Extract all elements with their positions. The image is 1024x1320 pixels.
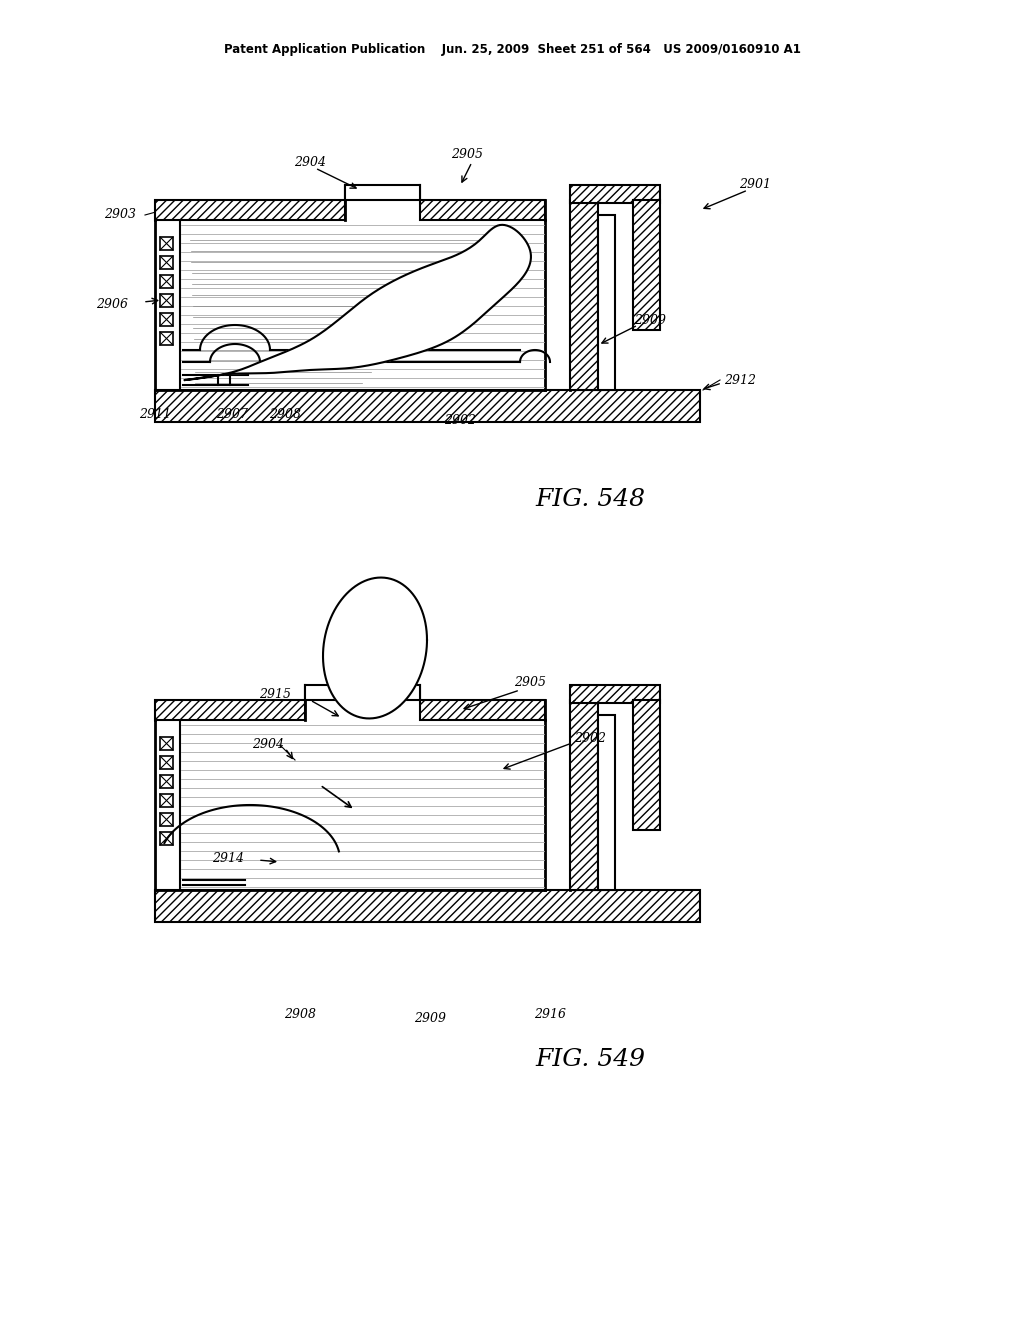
Text: 2912: 2912: [724, 374, 756, 387]
Bar: [155, 700, 305, 719]
Text: 2916: 2916: [534, 1008, 566, 1022]
Polygon shape: [323, 578, 427, 718]
Bar: [420, 700, 545, 719]
Text: 2914: 2914: [212, 851, 244, 865]
Bar: [155, 700, 305, 719]
Bar: [570, 685, 660, 704]
Bar: [160, 275, 173, 288]
Bar: [570, 685, 660, 704]
Text: 2906: 2906: [96, 298, 128, 312]
Text: 2902: 2902: [574, 731, 606, 744]
Bar: [160, 256, 173, 269]
Bar: [598, 715, 615, 890]
Bar: [305, 685, 420, 700]
Bar: [160, 737, 173, 750]
Text: 2905: 2905: [514, 676, 546, 689]
Text: Patent Application Publication    Jun. 25, 2009  Sheet 251 of 564   US 2009/0160: Patent Application Publication Jun. 25, …: [223, 44, 801, 57]
Bar: [160, 238, 173, 249]
Bar: [160, 775, 173, 788]
Text: 2909: 2909: [414, 1011, 446, 1024]
Bar: [633, 201, 660, 330]
Bar: [570, 700, 598, 890]
Bar: [345, 185, 420, 201]
Text: 2909: 2909: [634, 314, 666, 326]
Text: FIG. 549: FIG. 549: [535, 1048, 645, 1072]
Text: 2903: 2903: [104, 209, 136, 222]
Bar: [160, 756, 173, 770]
Bar: [420, 201, 545, 220]
Bar: [155, 389, 700, 422]
Text: 2911: 2911: [139, 408, 171, 421]
Text: 2908: 2908: [284, 1008, 316, 1022]
Bar: [420, 700, 545, 719]
Bar: [160, 795, 173, 807]
Bar: [160, 832, 173, 845]
Text: 2908: 2908: [269, 408, 301, 421]
Text: 2907: 2907: [216, 408, 248, 421]
Text: 2905: 2905: [451, 149, 483, 161]
Bar: [598, 215, 615, 389]
Bar: [570, 201, 598, 389]
Bar: [160, 813, 173, 826]
Bar: [570, 201, 598, 389]
Text: FIG. 548: FIG. 548: [535, 488, 645, 511]
Text: 2904: 2904: [294, 156, 326, 169]
Bar: [420, 201, 545, 220]
Bar: [160, 333, 173, 345]
Bar: [570, 185, 660, 203]
Bar: [155, 201, 345, 220]
Bar: [633, 700, 660, 830]
Bar: [570, 185, 660, 203]
Bar: [160, 313, 173, 326]
Polygon shape: [184, 224, 530, 380]
Bar: [633, 201, 660, 330]
Text: 2915: 2915: [259, 689, 291, 701]
Bar: [155, 201, 345, 220]
Bar: [155, 890, 700, 921]
Bar: [570, 700, 598, 890]
Text: 2904: 2904: [252, 738, 284, 751]
Bar: [160, 294, 173, 308]
Bar: [155, 389, 700, 422]
Bar: [155, 890, 700, 921]
Text: 2901: 2901: [739, 178, 771, 191]
Text: 2902: 2902: [444, 413, 476, 426]
Bar: [633, 700, 660, 830]
